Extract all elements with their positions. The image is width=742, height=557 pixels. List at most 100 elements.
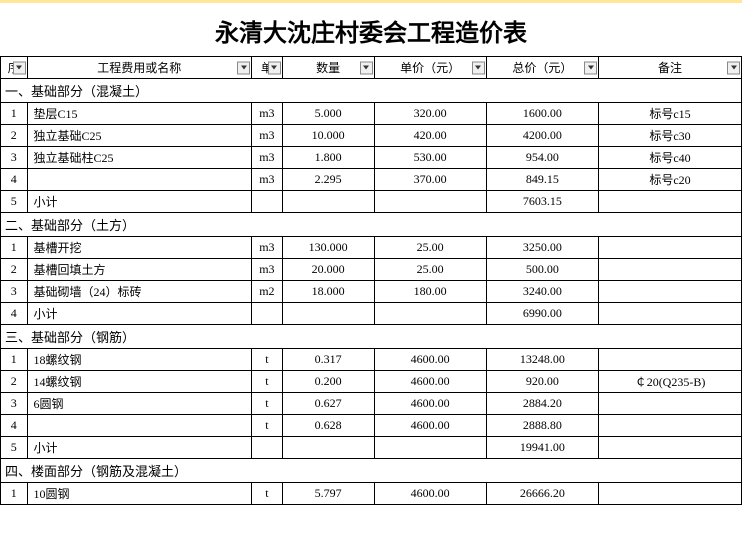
cell-total: 19941.00 [486,437,598,459]
cell-seq: 4 [1,415,28,437]
col-seq[interactable]: 序 [1,57,28,79]
table-row: 110圆钢t5.7974600.0026666.20 [1,483,742,505]
cell-price: 530.00 [374,147,486,169]
cell-unit: t [252,371,283,393]
cell-note [599,237,742,259]
cell-qty: 18.000 [282,281,374,303]
cell-price [374,303,486,325]
cell-total: 13248.00 [486,349,598,371]
col-name-label: 工程费用或名称 [97,61,181,75]
cell-note [599,483,742,505]
cell-qty [282,191,374,213]
cell-qty: 130.000 [282,237,374,259]
cell-unit: m3 [252,103,283,125]
cell-total: 1600.00 [486,103,598,125]
cell-qty [282,437,374,459]
table-row: 1基槽开挖m3130.00025.003250.00 [1,237,742,259]
col-total[interactable]: 总价（元） [486,57,598,79]
cell-total: 4200.00 [486,125,598,147]
cell-unit [252,303,283,325]
cell-qty: 10.000 [282,125,374,147]
col-unit[interactable]: 单 [252,57,283,79]
cell-note [599,281,742,303]
cell-qty: 0.317 [282,349,374,371]
filter-icon[interactable] [727,61,740,74]
cell-price: 25.00 [374,237,486,259]
cell-total: 3240.00 [486,281,598,303]
cell-seq: 2 [1,371,28,393]
table-row: 4 m32.295370.00849.15标号c20 [1,169,742,191]
cell-qty: 2.295 [282,169,374,191]
cell-qty: 0.628 [282,415,374,437]
cell-qty: 1.800 [282,147,374,169]
cost-table: 序 工程费用或名称 单 数量 单价（元） 总价（元） 备注 一、基础部分（混凝土… [0,56,742,505]
col-qty[interactable]: 数量 [282,57,374,79]
cell-note [599,415,742,437]
cell-name: 18螺纹钢 [27,349,252,371]
cell-name: 基槽回填土方 [27,259,252,281]
col-price[interactable]: 单价（元） [374,57,486,79]
cell-price: 180.00 [374,281,486,303]
section-header-row: 三、基础部分（钢筋） [1,325,742,349]
filter-icon[interactable] [360,61,373,74]
cell-seq: 4 [1,169,28,191]
section-header: 二、基础部分（土方） [1,213,742,237]
cell-qty: 0.627 [282,393,374,415]
cell-total: 849.15 [486,169,598,191]
cell-note [599,437,742,459]
cell-name: 小计 [27,437,252,459]
table-row: 1垫层C15m35.000320.001600.00标号c15 [1,103,742,125]
table-row: 5小计7603.15 [1,191,742,213]
cell-price: 4600.00 [374,371,486,393]
cell-total: 920.00 [486,371,598,393]
cell-unit: m3 [252,169,283,191]
cell-total: 3250.00 [486,237,598,259]
filter-icon[interactable] [472,61,485,74]
cell-unit: m3 [252,237,283,259]
cell-price: 320.00 [374,103,486,125]
cell-note: 标号c20 [599,169,742,191]
table-row: 2独立基础C25m310.000420.004200.00标号c30 [1,125,742,147]
filter-icon[interactable] [13,61,26,74]
filter-icon[interactable] [237,61,250,74]
cell-unit [252,437,283,459]
table-row: 118螺纹钢t0.3174600.0013248.00 [1,349,742,371]
page-title: 永清大沈庄村委会工程造价表 [0,3,742,56]
cell-name: 小计 [27,303,252,325]
table-row: 5小计19941.00 [1,437,742,459]
filter-icon[interactable] [268,61,281,74]
cell-seq: 2 [1,125,28,147]
col-note[interactable]: 备注 [599,57,742,79]
cell-name: 14螺纹钢 [27,371,252,393]
table-row: 2基槽回填土方m320.00025.00500.00 [1,259,742,281]
cell-unit: t [252,415,283,437]
cell-seq: 2 [1,259,28,281]
cell-note [599,349,742,371]
cell-total: 2884.20 [486,393,598,415]
cell-unit: t [252,349,283,371]
cell-unit: m3 [252,147,283,169]
cell-name [27,169,252,191]
cell-price: 25.00 [374,259,486,281]
cell-note [599,191,742,213]
cell-seq: 3 [1,147,28,169]
cell-seq: 5 [1,191,28,213]
cell-price: 370.00 [374,169,486,191]
cell-total: 500.00 [486,259,598,281]
cell-total: 2888.80 [486,415,598,437]
cell-name: 基槽开挖 [27,237,252,259]
col-name[interactable]: 工程费用或名称 [27,57,252,79]
cell-unit: m3 [252,259,283,281]
cell-unit: m2 [252,281,283,303]
cell-note: 标号c40 [599,147,742,169]
cell-seq: 1 [1,103,28,125]
cell-name: 10圆钢 [27,483,252,505]
section-header-row: 一、基础部分（混凝土） [1,79,742,103]
col-qty-label: 数量 [316,61,340,75]
cell-qty: 5.000 [282,103,374,125]
section-header: 四、楼面部分（钢筋及混凝土） [1,459,742,483]
filter-icon[interactable] [584,61,597,74]
cell-total: 26666.20 [486,483,598,505]
cell-name: 垫层C15 [27,103,252,125]
cell-note: 标号c15 [599,103,742,125]
